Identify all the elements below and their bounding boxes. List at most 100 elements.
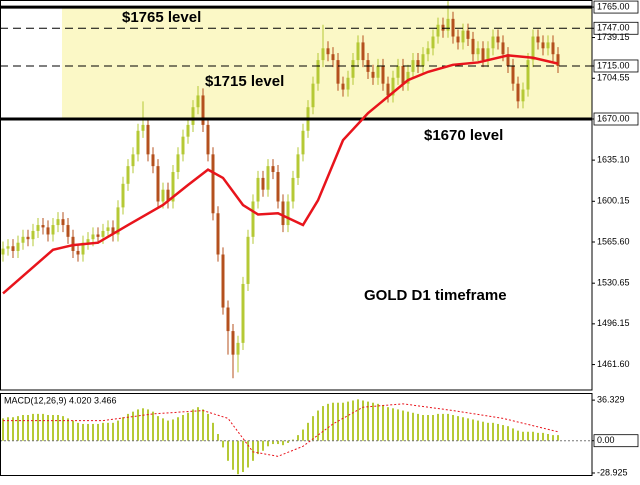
macd-bar (377, 403, 379, 441)
macd-bar (462, 417, 464, 441)
candle-body (96, 234, 100, 237)
candle-body (1, 248, 5, 255)
macd-bar (242, 440, 244, 472)
candle-body (266, 166, 270, 190)
macd-bar (502, 425, 504, 441)
candle-body (136, 130, 140, 155)
macd-bar (292, 439, 294, 441)
candle-body (331, 54, 335, 61)
macd-bar (22, 415, 24, 441)
candle-body (351, 60, 355, 78)
macd-bar (537, 432, 539, 441)
macd-bar (512, 428, 514, 441)
macd-bar (232, 440, 234, 470)
candle-body (381, 65, 385, 84)
y-tick-label: 1747.00 (597, 23, 630, 33)
macd-bar (167, 420, 169, 441)
macd-bar (557, 435, 559, 441)
tick-box (593, 0, 639, 14)
macd-bar (147, 409, 149, 441)
candle-body (106, 227, 110, 231)
y-tick-label: 1635.10 (597, 154, 630, 164)
macd-bar (447, 413, 449, 441)
macd-bar (507, 426, 509, 441)
macd-bar (297, 435, 299, 441)
candle-body (506, 54, 510, 66)
macd-bar (202, 409, 204, 441)
macd-bar (307, 422, 309, 441)
candle-body (456, 36, 460, 43)
candle-body (451, 18, 455, 37)
macd-bar (37, 413, 39, 441)
macd-bar (132, 411, 134, 441)
macd-bar (352, 400, 354, 441)
candle-body (141, 124, 145, 131)
candle-body (26, 236, 30, 240)
macd-bar (112, 422, 114, 441)
macd-bar (322, 406, 324, 441)
macd-bar (367, 401, 369, 441)
candle-body (236, 342, 240, 355)
macd-bar (97, 423, 99, 441)
candle-body (541, 42, 545, 49)
candle-body (486, 48, 490, 61)
macd-bar (417, 413, 419, 441)
candle-body (146, 124, 150, 155)
candle-body (176, 154, 180, 173)
candle-body (316, 60, 320, 84)
tick-box (593, 21, 639, 35)
macd-bar (157, 416, 159, 441)
macd-bar (137, 409, 139, 441)
candle-body (421, 54, 425, 66)
tick-box (593, 112, 639, 126)
candle-body (111, 227, 115, 235)
macd-bar (257, 440, 259, 455)
macd-bar (392, 408, 394, 441)
macd-bar (2, 418, 4, 441)
candle-body (256, 177, 260, 202)
candle-body (51, 225, 55, 235)
annotation: GOLD D1 timeframe (364, 287, 507, 304)
candle-body (171, 172, 175, 202)
candle-body (166, 189, 170, 202)
macd-bar (542, 432, 544, 441)
candle-body (206, 124, 210, 155)
candle-body (546, 42, 550, 49)
candle-body (276, 172, 280, 202)
annotation: $1670 level (424, 127, 503, 144)
macd-bar (372, 402, 374, 441)
candle-body (261, 177, 265, 190)
macd-bar (77, 422, 79, 441)
macd-bar (62, 416, 64, 441)
candle-body (436, 24, 440, 37)
macd-bar (487, 422, 489, 441)
macd-bar (252, 440, 254, 461)
y-tick-label: 1600.15 (597, 196, 630, 206)
candle-body (356, 42, 360, 61)
tick-box (593, 59, 639, 73)
candle-body (36, 225, 40, 231)
candle-body (426, 48, 430, 55)
macd-bar (387, 407, 389, 441)
macd-bar (212, 422, 214, 441)
candle-body (41, 225, 45, 228)
macd-bar (362, 400, 364, 441)
macd-bar (122, 417, 124, 441)
macd-bar (67, 418, 69, 441)
macd-bar (222, 440, 224, 448)
candle-body (336, 60, 340, 84)
candle-body (21, 236, 25, 243)
macd-bar (237, 440, 239, 475)
macd-bar (142, 408, 144, 441)
candle-body (556, 54, 560, 66)
candle-body (196, 95, 200, 108)
candle-body (531, 36, 535, 61)
macd-bar (402, 410, 404, 441)
macd-bar (432, 415, 434, 441)
candle-body (226, 307, 230, 332)
candle-body (446, 18, 450, 31)
macd-bar (107, 422, 109, 441)
candle-body (346, 77, 350, 90)
candle-body (231, 331, 235, 355)
macd-bar (27, 415, 29, 441)
